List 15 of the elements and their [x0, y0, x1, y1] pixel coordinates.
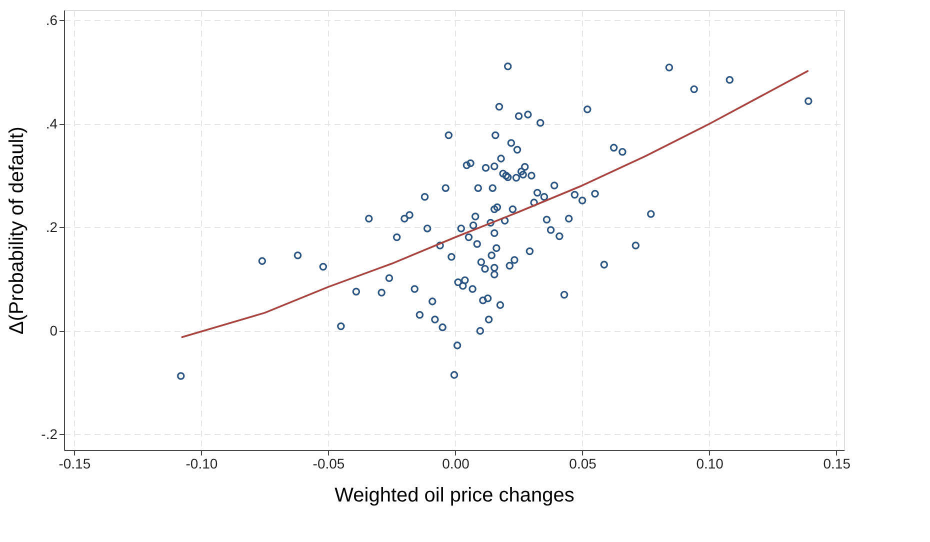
y-tick-label: .6	[46, 12, 58, 28]
y-tick-label: .4	[46, 115, 58, 132]
x-tick-label: 0.10	[696, 456, 724, 472]
x-tick-label: -0.10	[186, 456, 218, 472]
x-tick-label: -0.05	[312, 456, 345, 472]
line-series	[181, 70, 809, 338]
x-axis-title: Weighted oil price changes	[334, 484, 574, 506]
x-tick-label: 0.15	[823, 456, 851, 472]
x-tick-label: 0.05	[569, 456, 597, 472]
y-axis-title: Δ(Probability of default)	[6, 126, 28, 334]
x-tick-label: 0.00	[442, 456, 470, 472]
y-tick-label: .2	[46, 218, 58, 235]
y-tick-label: -.2	[41, 426, 58, 442]
y-tick-label: 0	[50, 322, 58, 338]
x-tick-label: -0.15	[58, 456, 91, 472]
